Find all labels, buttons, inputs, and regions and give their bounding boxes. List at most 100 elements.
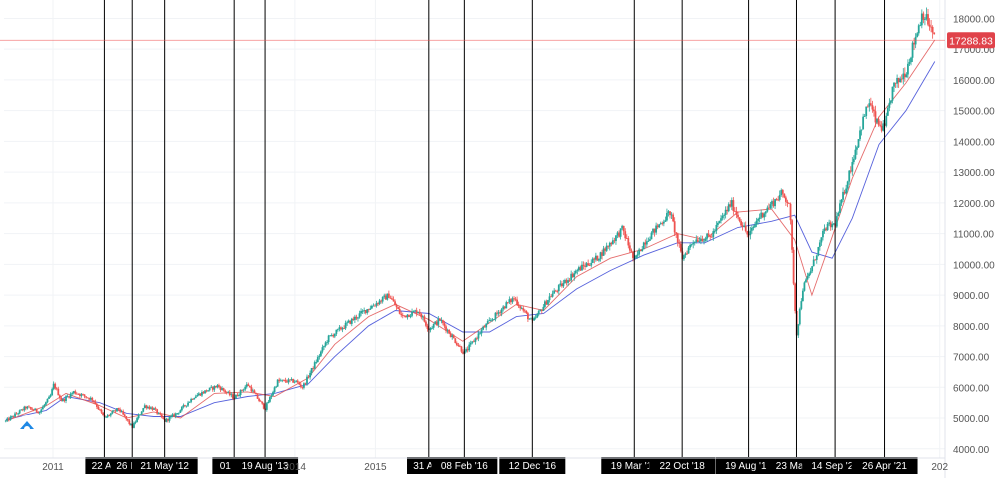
candle-up xyxy=(465,349,468,352)
candle-down xyxy=(632,251,634,258)
candle-down xyxy=(784,197,787,202)
candle-down xyxy=(696,239,699,242)
logo-shape xyxy=(20,421,34,429)
candle-down xyxy=(224,390,227,393)
candle-up xyxy=(38,411,41,414)
y-tick-label: 12000.00 xyxy=(953,199,995,210)
candle-up xyxy=(309,372,311,378)
candle-down xyxy=(63,399,66,401)
logo xyxy=(17,415,37,435)
candle-up xyxy=(815,255,818,260)
candle-down xyxy=(443,323,446,327)
candle-down xyxy=(560,283,563,287)
y-tick-label: 18000.00 xyxy=(953,14,995,25)
candle-up xyxy=(474,338,477,342)
candle-down xyxy=(701,239,704,242)
candle-up xyxy=(605,245,608,251)
candle-down xyxy=(28,406,30,408)
candle-down xyxy=(148,406,151,409)
candle-up xyxy=(760,212,763,218)
candle-down xyxy=(927,14,929,25)
candle-down xyxy=(593,258,596,260)
candle-up xyxy=(924,19,926,21)
candle-down xyxy=(100,409,103,413)
candle-up xyxy=(244,386,247,390)
candle-up xyxy=(845,188,848,194)
candle-up xyxy=(567,280,569,283)
candle-up xyxy=(193,398,196,400)
candle-up xyxy=(150,407,152,409)
candle-down xyxy=(420,313,423,318)
candle-up xyxy=(920,13,923,26)
marker-label: 19 Aug '19 xyxy=(725,461,772,472)
candle-down xyxy=(397,307,400,309)
candle-up xyxy=(539,309,542,312)
candle-down xyxy=(673,221,676,233)
candle-down xyxy=(199,393,202,396)
candle-up xyxy=(17,413,20,415)
candle-up xyxy=(363,310,366,311)
candle-up xyxy=(134,422,137,423)
candle-up xyxy=(40,409,43,412)
candle-up xyxy=(238,395,240,397)
candle-down xyxy=(527,313,529,320)
candle-down xyxy=(74,391,77,394)
candle-down xyxy=(247,384,250,386)
candle-down xyxy=(672,214,675,222)
candle-down xyxy=(340,327,342,330)
candle-down xyxy=(55,388,58,390)
candle-down xyxy=(618,232,620,237)
candle-up xyxy=(41,406,44,410)
candle-up xyxy=(500,309,503,314)
current-price: 17288.83 xyxy=(0,32,995,49)
candle-up xyxy=(353,316,356,320)
candle-up xyxy=(136,418,138,423)
candle-up xyxy=(105,416,108,418)
candle-down xyxy=(540,309,543,311)
y-tick-label: 4000.00 xyxy=(953,445,990,456)
candle-up xyxy=(570,273,573,281)
candle-down xyxy=(312,367,315,369)
moving-averages xyxy=(5,39,936,422)
candle-up xyxy=(111,411,114,414)
candle-up xyxy=(216,385,219,388)
candle-up xyxy=(652,228,654,233)
candle-up xyxy=(269,397,271,402)
candle-down xyxy=(772,201,775,207)
candle-up xyxy=(885,115,888,126)
candle-down xyxy=(610,242,613,245)
candle-up xyxy=(721,215,724,219)
candle-up xyxy=(693,241,696,243)
candle-down xyxy=(241,389,244,391)
candle-down xyxy=(119,409,121,412)
candle-up xyxy=(281,379,284,381)
candle-up xyxy=(704,238,707,241)
candle-up xyxy=(723,214,725,216)
candle-up xyxy=(611,240,614,245)
current-price-badge xyxy=(947,32,995,49)
candle-up xyxy=(409,315,412,317)
candle-up xyxy=(361,310,364,312)
marker-label-bg xyxy=(851,457,918,474)
candle-down xyxy=(514,298,517,300)
candle-down xyxy=(877,118,880,125)
candle-up xyxy=(45,402,47,405)
candle-down xyxy=(729,204,732,207)
candle-down xyxy=(435,321,438,325)
candle-down xyxy=(829,222,832,228)
candle-down xyxy=(746,231,749,235)
candle-up xyxy=(730,200,733,207)
candle-up xyxy=(717,222,719,225)
candle-down xyxy=(519,306,522,309)
candle-down xyxy=(879,124,882,126)
y-tick-label: 11000.00 xyxy=(953,230,994,241)
candle-down xyxy=(123,414,126,417)
candle-up xyxy=(862,116,865,130)
candle-up xyxy=(659,223,662,225)
candle-down xyxy=(282,379,285,381)
candle-down xyxy=(735,211,738,215)
candle-down xyxy=(205,390,208,392)
y-tick-label: 16000.00 xyxy=(953,76,995,87)
y-tick-label: 6000.00 xyxy=(953,383,990,394)
